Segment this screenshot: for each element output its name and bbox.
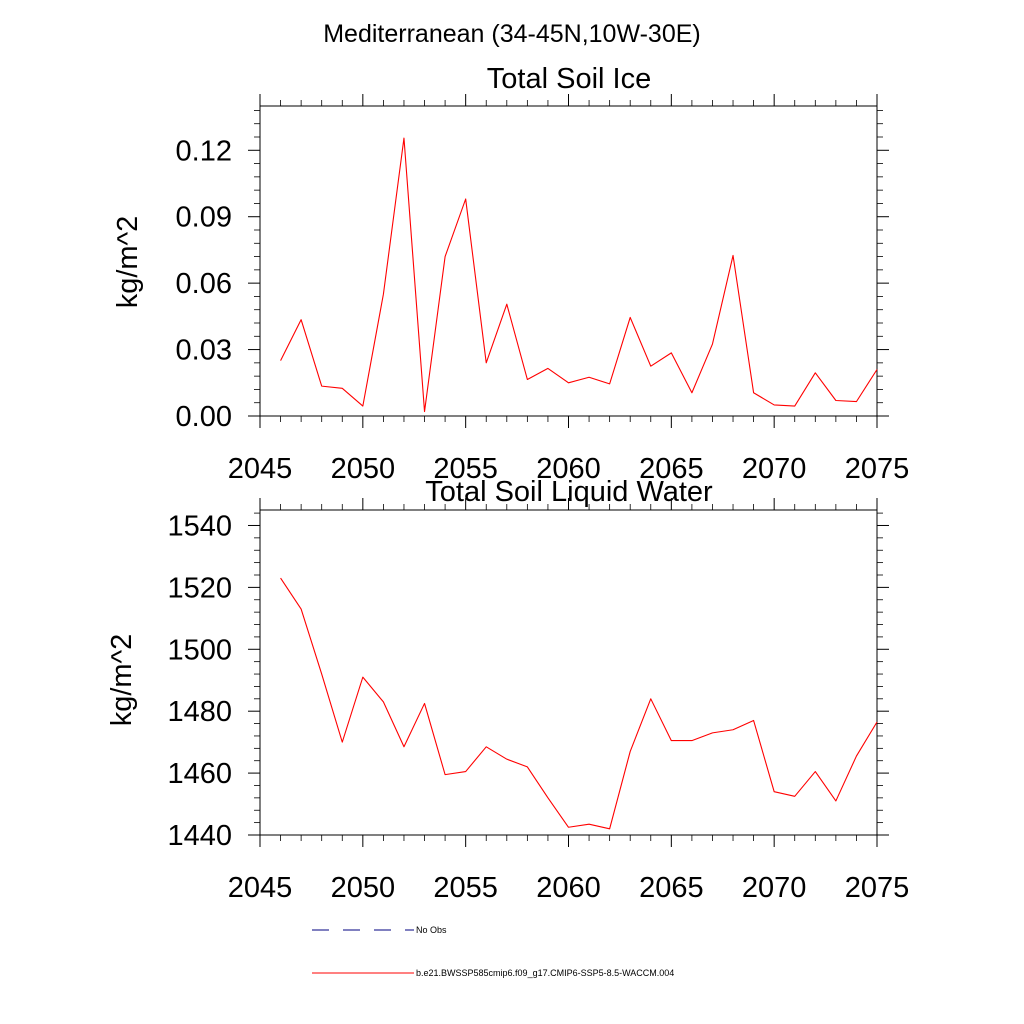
x-tick-label-soil-ice: 2055 bbox=[433, 453, 498, 485]
x-tick-label-soil-liquid-water: 2075 bbox=[845, 872, 910, 904]
x-tick-label-soil-ice: 2045 bbox=[228, 453, 293, 485]
x-tick-label-soil-liquid-water: 2050 bbox=[331, 872, 396, 904]
legend-label-model-run: b.e21.BWSSP585cmip6.f09_g17.CMIP6-SSP5-8… bbox=[416, 968, 674, 978]
y-axis-label-soil-ice: kg/m^2 bbox=[112, 216, 144, 309]
y-tick-label-soil-ice: 0.03 bbox=[176, 335, 232, 367]
legend-item-model-run: b.e21.BWSSP585cmip6.f09_g17.CMIP6-SSP5-8… bbox=[312, 968, 674, 978]
x-tick-label-soil-liquid-water: 2055 bbox=[433, 872, 498, 904]
y-tick-label-soil-ice: 0.00 bbox=[176, 401, 232, 433]
y-tick-label-soil-liquid-water: 1500 bbox=[167, 634, 232, 666]
chart-title-soil-ice: Total Soil Ice bbox=[487, 63, 651, 95]
x-tick-label-soil-liquid-water: 2070 bbox=[742, 872, 807, 904]
plot-frame-soil-ice bbox=[259, 105, 878, 417]
x-tick-label-soil-ice: 2065 bbox=[639, 453, 704, 485]
y-tick-label-soil-liquid-water: 1520 bbox=[167, 572, 232, 604]
figure-suptitle: Mediterranean (34-45N,10W-30E) bbox=[323, 20, 701, 48]
y-tick-label-soil-liquid-water: 1540 bbox=[167, 510, 232, 542]
y-tick-label-soil-ice: 0.09 bbox=[176, 202, 232, 234]
y-tick-label-soil-liquid-water: 1460 bbox=[167, 758, 232, 790]
y-tick-label-soil-liquid-water: 1480 bbox=[167, 696, 232, 728]
chart-panel-soil-liquid-water: Total Soil Liquid Water kg/m^2 2045 2050 2… bbox=[106, 476, 909, 904]
x-tick-label-soil-ice: 2075 bbox=[845, 453, 910, 485]
y-tick-label-soil-liquid-water: 1440 bbox=[167, 820, 232, 852]
y-axis-label-soil-liquid-water: kg/m^2 bbox=[106, 634, 138, 727]
x-tick-label-soil-liquid-water: 2060 bbox=[536, 872, 601, 904]
x-tick-label-soil-ice: 2060 bbox=[536, 453, 601, 485]
series-line-soil-liquid-water bbox=[280, 577, 878, 830]
x-tick-label-soil-liquid-water: 2045 bbox=[228, 872, 293, 904]
series-line-soil-ice bbox=[280, 137, 878, 413]
y-tick-label-soil-ice: 0.12 bbox=[176, 135, 232, 167]
legend: No Obs b.e21.BWSSP585cmip6.f09_g17.CMIP6… bbox=[312, 925, 674, 978]
x-tick-label-soil-ice: 2050 bbox=[331, 453, 396, 485]
x-tick-label-soil-liquid-water: 2065 bbox=[639, 872, 704, 904]
chart-title-soil-liquid-water: Total Soil Liquid Water bbox=[425, 476, 713, 508]
x-tick-label-soil-ice: 2070 bbox=[742, 453, 807, 485]
legend-item-no-obs: No Obs bbox=[312, 925, 447, 935]
plot-frame-soil-liquid-water bbox=[259, 509, 878, 836]
y-tick-label-soil-ice: 0.06 bbox=[176, 268, 232, 300]
legend-label-no-obs: No Obs bbox=[416, 925, 447, 935]
chart-panel-soil-ice: Total Soil Ice kg/m^2 2045 2050 2055 2060 20… bbox=[112, 63, 909, 485]
